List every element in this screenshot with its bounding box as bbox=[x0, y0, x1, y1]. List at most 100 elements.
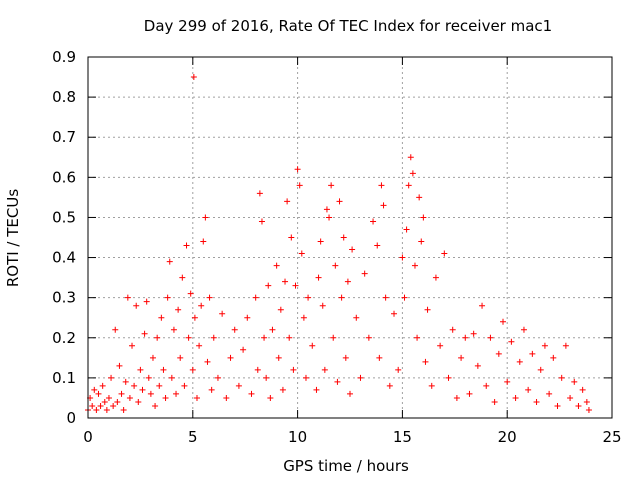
data-point bbox=[208, 386, 215, 393]
data-point bbox=[300, 314, 307, 321]
data-point bbox=[326, 214, 333, 221]
data-point bbox=[541, 342, 548, 349]
data-point bbox=[154, 334, 161, 341]
data-point bbox=[116, 362, 123, 369]
data-point bbox=[112, 326, 119, 333]
data-point bbox=[152, 402, 159, 409]
data-point bbox=[156, 382, 163, 389]
data-point bbox=[131, 382, 138, 389]
y-tick-label: 0.4 bbox=[52, 249, 76, 267]
data-point bbox=[357, 374, 364, 381]
data-point bbox=[290, 366, 297, 373]
data-point bbox=[395, 366, 402, 373]
data-point bbox=[441, 250, 448, 257]
data-point bbox=[500, 318, 507, 325]
axis-tick-labels: 0 0.1 0.2 0.3 0.4 0.5 0.6 0.7 0.8 0.9 0 5 10 15 20 25 bbox=[52, 48, 621, 446]
data-point bbox=[374, 242, 381, 249]
data-point bbox=[252, 294, 259, 301]
chart-title: Day 299 of 2016, Rate Of TEC Index for r… bbox=[144, 17, 552, 35]
axis-ticks bbox=[87, 56, 613, 419]
y-tick-label: 0.1 bbox=[52, 369, 76, 387]
data-point bbox=[378, 182, 385, 189]
data-point bbox=[133, 302, 140, 309]
data-point bbox=[342, 354, 349, 361]
data-point bbox=[386, 382, 393, 389]
data-point bbox=[315, 274, 322, 281]
y-tick-label: 0.3 bbox=[52, 289, 76, 307]
data-point bbox=[137, 366, 144, 373]
data-point bbox=[416, 194, 423, 201]
data-point bbox=[294, 166, 301, 173]
data-point bbox=[198, 302, 205, 309]
x-tick-label: 25 bbox=[602, 428, 621, 446]
y-tick-label: 0 bbox=[66, 409, 76, 427]
data-point bbox=[583, 398, 590, 405]
data-point bbox=[420, 214, 427, 221]
data-point bbox=[105, 394, 112, 401]
data-point bbox=[129, 342, 136, 349]
data-point bbox=[361, 270, 368, 277]
data-point bbox=[168, 374, 175, 381]
data-point bbox=[183, 242, 190, 249]
data-point bbox=[101, 398, 108, 405]
data-point bbox=[550, 354, 557, 361]
data-point bbox=[210, 334, 217, 341]
data-point bbox=[508, 338, 515, 345]
data-point bbox=[554, 402, 561, 409]
data-point bbox=[166, 258, 173, 265]
data-point bbox=[453, 394, 460, 401]
data-point bbox=[189, 366, 196, 373]
data-point bbox=[164, 294, 171, 301]
data-point bbox=[332, 262, 339, 269]
data-point bbox=[585, 406, 592, 413]
data-point bbox=[512, 394, 519, 401]
data-point bbox=[177, 354, 184, 361]
data-point bbox=[409, 170, 416, 177]
data-point bbox=[567, 394, 574, 401]
data-point bbox=[191, 314, 198, 321]
data-point bbox=[248, 390, 255, 397]
data-point bbox=[196, 342, 203, 349]
data-point bbox=[458, 354, 465, 361]
data-point bbox=[403, 226, 410, 233]
data-point bbox=[118, 390, 125, 397]
data-point bbox=[193, 394, 200, 401]
data-points bbox=[85, 74, 592, 413]
data-point bbox=[298, 250, 305, 257]
data-point bbox=[124, 294, 131, 301]
data-point bbox=[353, 314, 360, 321]
data-point bbox=[149, 354, 156, 361]
data-point bbox=[99, 382, 106, 389]
y-tick-label: 0.5 bbox=[52, 208, 76, 226]
data-point bbox=[187, 290, 194, 297]
data-point bbox=[474, 362, 481, 369]
data-point bbox=[273, 262, 280, 269]
data-point bbox=[89, 402, 96, 409]
x-axis-label: GPS time / hours bbox=[283, 457, 409, 475]
data-point bbox=[143, 298, 150, 305]
data-point bbox=[344, 278, 351, 285]
data-point bbox=[537, 366, 544, 373]
data-point bbox=[399, 254, 406, 261]
data-point bbox=[296, 182, 303, 189]
data-point bbox=[206, 294, 213, 301]
data-point bbox=[263, 374, 270, 381]
data-point bbox=[495, 350, 502, 357]
data-point bbox=[258, 218, 265, 225]
data-point bbox=[139, 386, 146, 393]
data-point bbox=[479, 302, 486, 309]
data-point bbox=[244, 314, 251, 321]
y-tick-label: 0.9 bbox=[52, 48, 76, 66]
data-point bbox=[349, 246, 356, 253]
data-point bbox=[277, 306, 284, 313]
data-point bbox=[97, 402, 104, 409]
y-tick-label: 0.2 bbox=[52, 329, 76, 347]
data-point bbox=[347, 390, 353, 397]
data-point bbox=[418, 238, 425, 245]
plot-frame bbox=[87, 56, 613, 419]
data-point bbox=[546, 390, 553, 397]
data-point bbox=[200, 238, 207, 245]
data-point bbox=[173, 390, 180, 397]
data-point bbox=[411, 262, 418, 269]
data-point bbox=[185, 334, 192, 341]
